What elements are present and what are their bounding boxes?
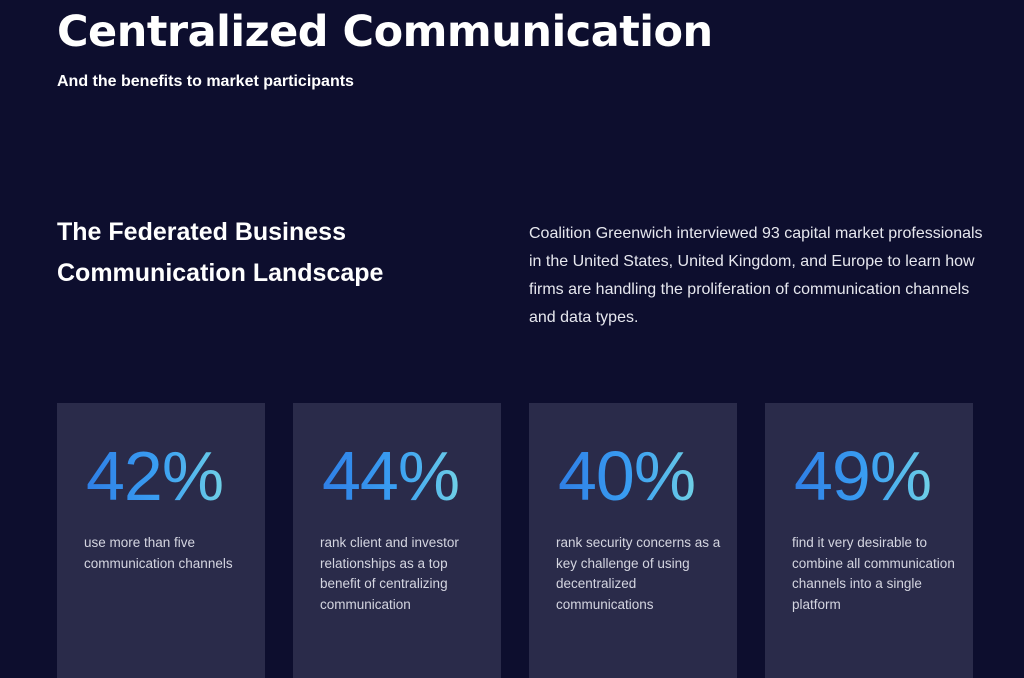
stat-value: 44% <box>322 437 460 515</box>
stat-card: 40% rank security concerns as a key chal… <box>529 403 737 678</box>
stat-description: rank security concerns as a key challeng… <box>556 535 721 612</box>
stat-description: find it very desirable to combine all co… <box>792 535 955 612</box>
page-subtitle: And the benefits to market participants <box>57 73 354 90</box>
stat-value: 40% <box>558 437 696 515</box>
stat-description: rank client and investor relationships a… <box>320 535 459 612</box>
stat-card: 42% use more than five communication cha… <box>57 403 265 678</box>
page-title: Centralized Communication <box>57 7 713 57</box>
stat-value: 42% <box>86 437 224 515</box>
stat-description: use more than five communication channel… <box>84 535 233 571</box>
stat-card: 44% rank client and investor relationshi… <box>293 403 501 678</box>
section-heading: The Federated Business Communication Lan… <box>57 218 384 287</box>
stat-card: 49% find it very desirable to combine al… <box>765 403 973 678</box>
section-intro: Coalition Greenwich interviewed 93 capit… <box>529 225 983 326</box>
stat-value: 49% <box>794 437 932 515</box>
